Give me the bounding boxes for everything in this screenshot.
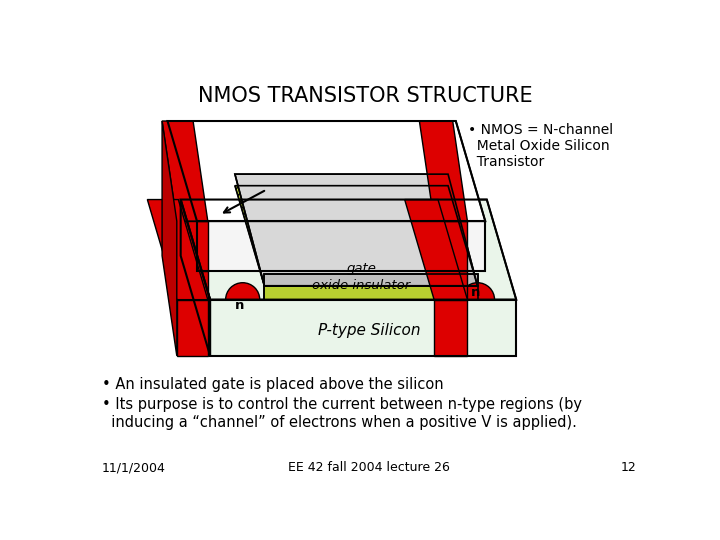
Polygon shape (177, 300, 208, 356)
Polygon shape (197, 221, 485, 271)
Text: EE 42 fall 2004 lecture 26: EE 42 fall 2004 lecture 26 (288, 461, 450, 474)
Polygon shape (235, 186, 477, 286)
Text: P-type Silicon: P-type Silicon (318, 323, 420, 338)
Polygon shape (168, 121, 485, 221)
Polygon shape (177, 221, 208, 271)
Polygon shape (419, 121, 467, 221)
Text: • An insulated gate is placed above the silicon: • An insulated gate is placed above the … (102, 377, 444, 392)
Polygon shape (434, 271, 467, 300)
Polygon shape (177, 271, 208, 300)
Polygon shape (405, 200, 467, 300)
Text: n: n (472, 286, 481, 299)
Polygon shape (162, 121, 208, 221)
Polygon shape (434, 300, 467, 356)
Polygon shape (264, 286, 477, 300)
Polygon shape (162, 121, 177, 356)
Text: • NMOS = N-channel
  Metal Oxide Silicon
  Transistor: • NMOS = N-channel Metal Oxide Silicon T… (468, 123, 613, 169)
Text: gate: gate (346, 262, 376, 275)
Polygon shape (210, 300, 516, 356)
Text: 11/1/2004: 11/1/2004 (102, 461, 166, 474)
Polygon shape (264, 274, 477, 286)
Polygon shape (235, 174, 477, 286)
Wedge shape (225, 283, 260, 300)
Polygon shape (168, 121, 197, 271)
Text: “Metal” gate (Al or
Si): “Metal” gate (Al or Si) (261, 179, 385, 207)
Polygon shape (148, 200, 208, 300)
Text: • Its purpose is to control the current between n-type regions (by
  inducing a : • Its purpose is to control the current … (102, 397, 582, 430)
Polygon shape (168, 121, 197, 271)
Text: 12: 12 (621, 461, 636, 474)
Text: n: n (235, 299, 244, 312)
Wedge shape (461, 283, 495, 300)
Polygon shape (181, 200, 516, 300)
Polygon shape (181, 200, 210, 356)
Text: NMOS TRANSISTOR STRUCTURE: NMOS TRANSISTOR STRUCTURE (198, 86, 532, 106)
Polygon shape (434, 221, 467, 271)
Text: oxide insulator: oxide insulator (312, 279, 410, 292)
